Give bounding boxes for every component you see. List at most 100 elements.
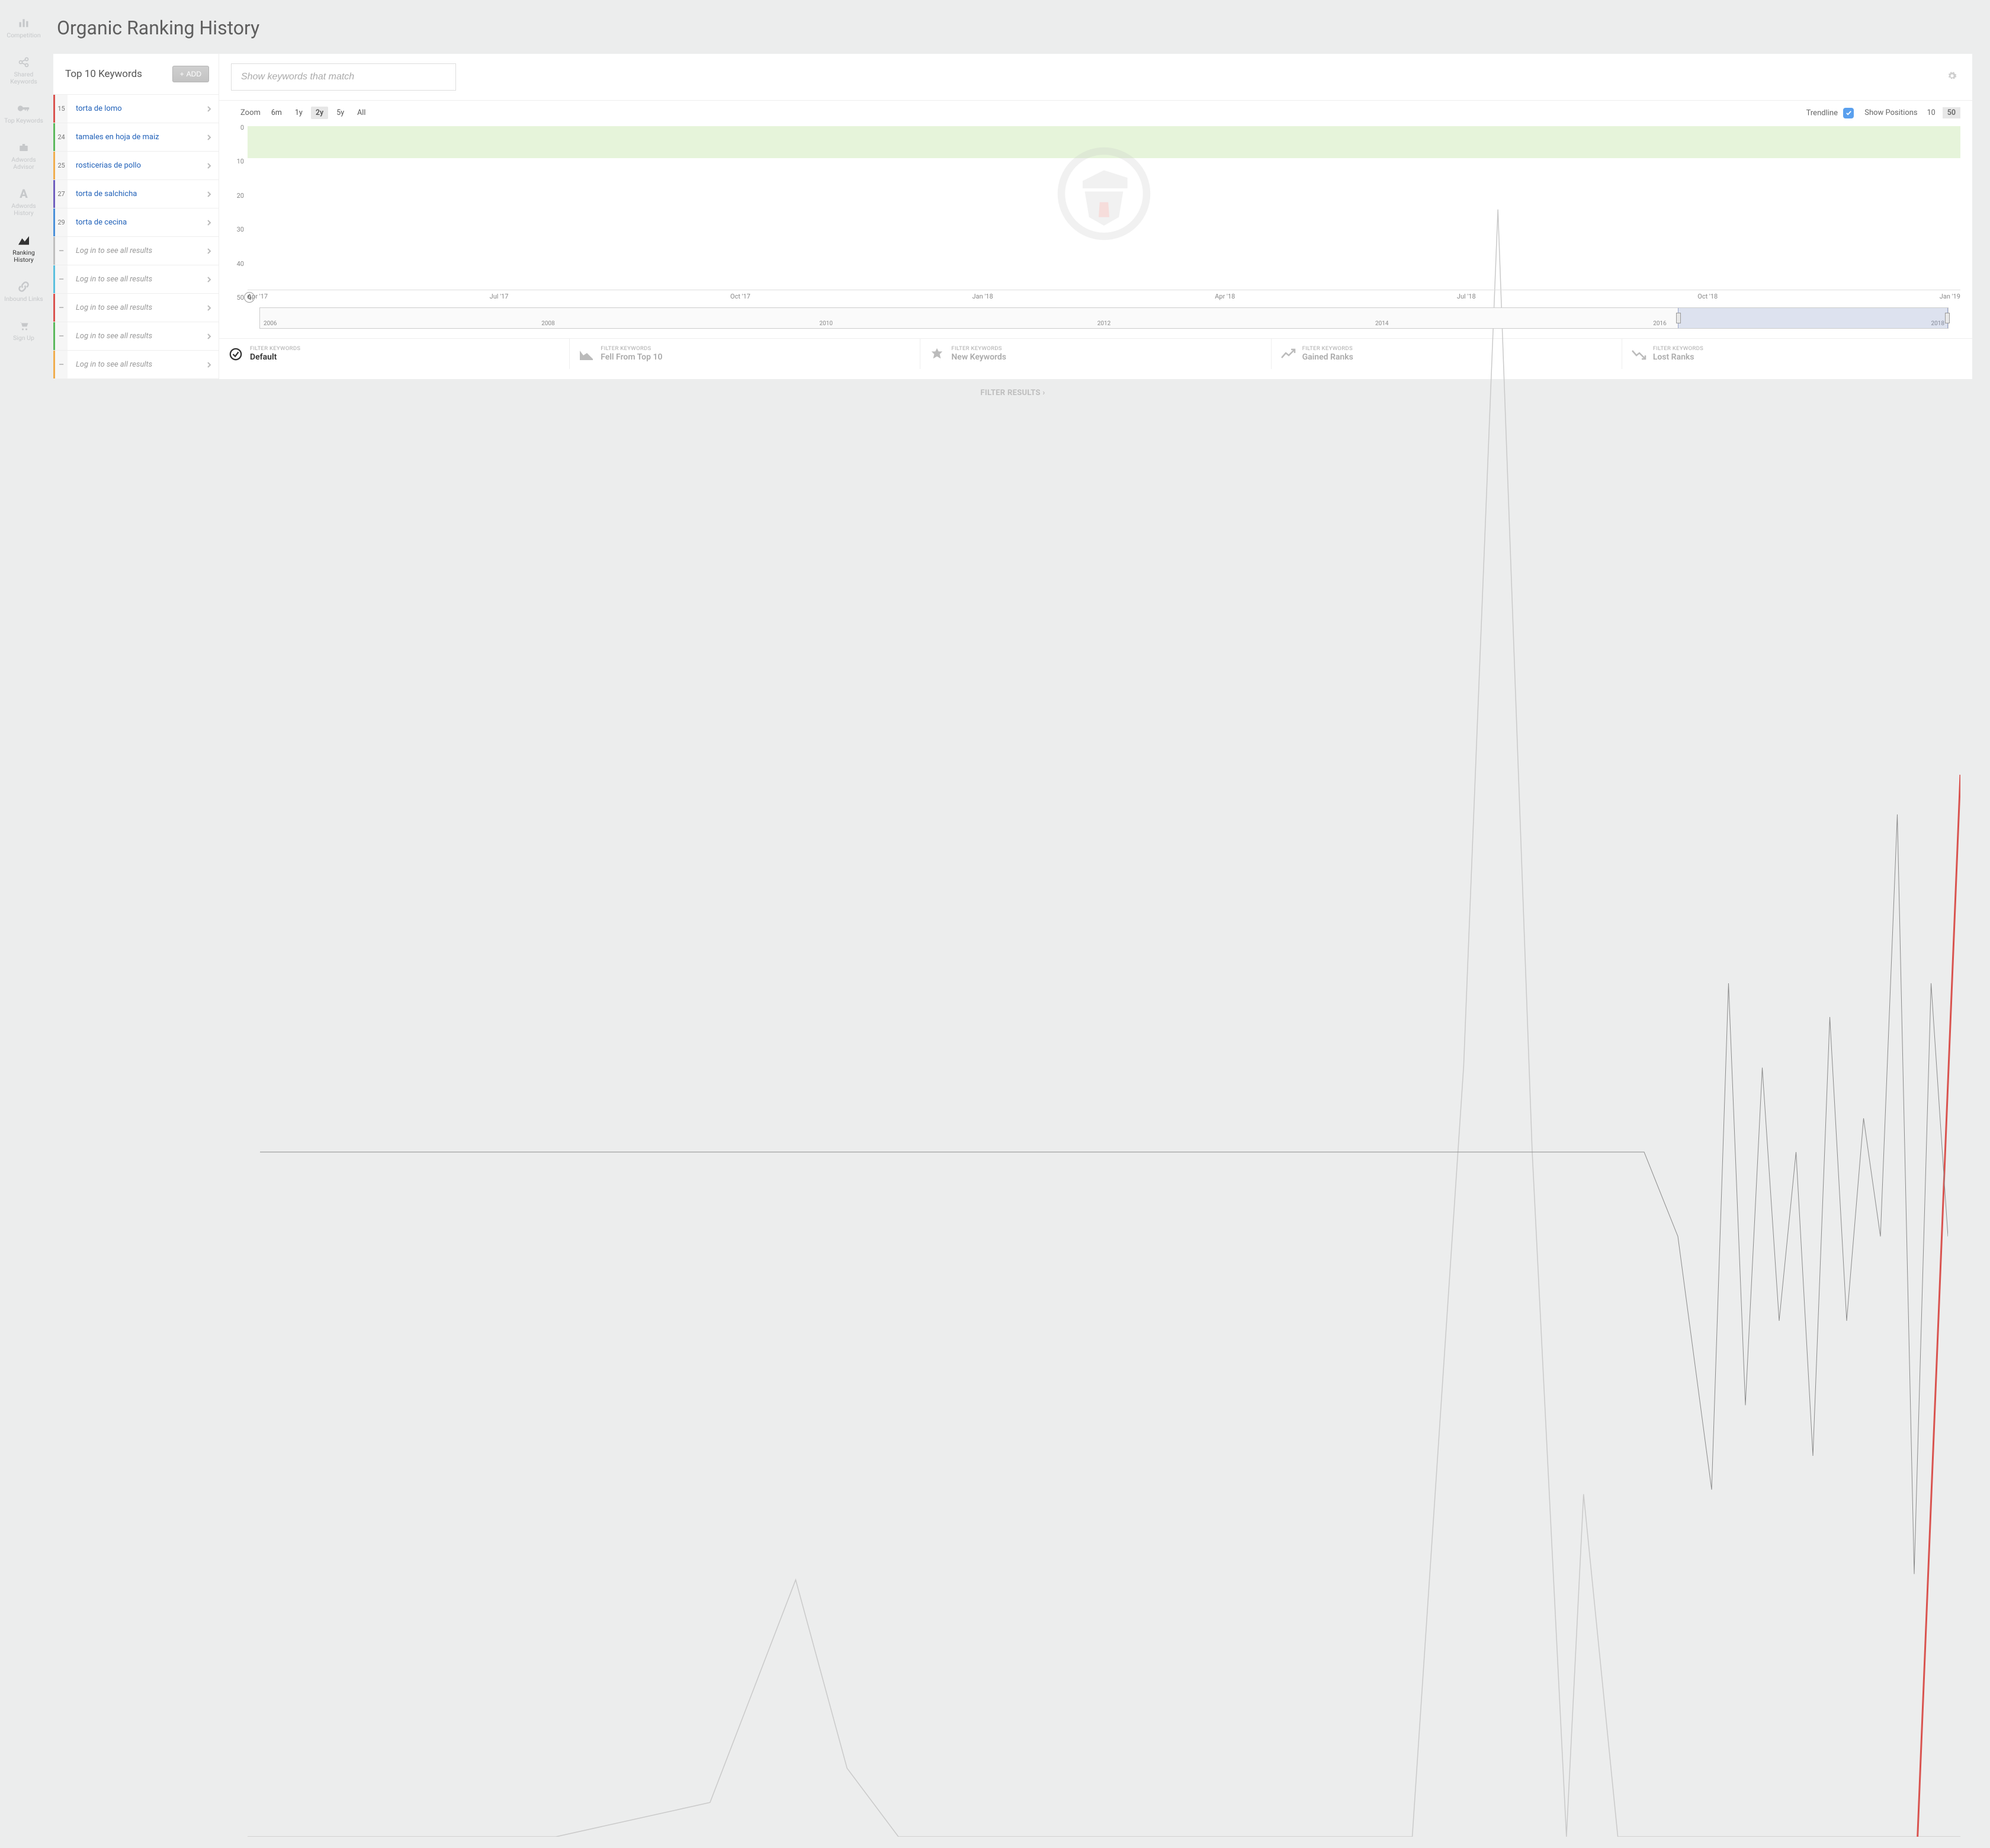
briefcase-icon bbox=[18, 141, 30, 154]
nav-label: Competition bbox=[7, 32, 40, 39]
nav-label: Adwords Advisor bbox=[3, 156, 44, 171]
keyword-label: torta de cecina bbox=[68, 218, 200, 227]
ranking-icon bbox=[17, 234, 30, 247]
nav-label: Sign Up bbox=[13, 335, 34, 342]
keyword-label: torta de lomo bbox=[68, 104, 200, 113]
y-tick: 30 bbox=[231, 226, 244, 233]
A-icon: A bbox=[20, 187, 28, 200]
keyword-row[interactable]: —Log in to see all results bbox=[53, 294, 219, 322]
nav-item-sign-up[interactable]: Sign Up bbox=[3, 319, 44, 342]
keyword-rank: 27 bbox=[53, 180, 68, 208]
add-keyword-button[interactable]: + ADD bbox=[172, 66, 209, 82]
trendline-group: Trendline bbox=[1806, 108, 1854, 118]
shared-icon bbox=[18, 56, 30, 69]
nav-item-competition[interactable]: Competition bbox=[3, 17, 44, 39]
x-tick: Apr '17 bbox=[248, 293, 268, 301]
keyword-row[interactable]: 29torta de cecina bbox=[53, 208, 219, 237]
keyword-label: tamales en hoja de maiz bbox=[68, 133, 200, 142]
keyword-label: Log in to see all results bbox=[68, 246, 200, 255]
check-icon bbox=[227, 348, 244, 361]
nav-label: Top Keywords bbox=[4, 117, 43, 124]
x-tick: Jan '18 bbox=[972, 293, 993, 301]
y-tick: 20 bbox=[231, 192, 244, 200]
show-positions-label: Show Positions bbox=[1864, 108, 1917, 117]
x-tick: Apr '18 bbox=[1215, 293, 1235, 301]
keyword-label: Log in to see all results bbox=[68, 360, 200, 369]
position-option-10[interactable]: 10 bbox=[1922, 107, 1940, 118]
keyword-row[interactable]: —Log in to see all results bbox=[53, 265, 219, 294]
nav-item-ranking-history[interactable]: Ranking History bbox=[3, 234, 44, 264]
page-title: Organic Ranking History bbox=[57, 17, 1972, 39]
zoom-option-6m[interactable]: 6m bbox=[267, 107, 287, 119]
keyword-section-title: Top 10 Keywords bbox=[65, 68, 142, 80]
content-panel: Top 10 Keywords + ADD 15torta de lomo24t… bbox=[53, 53, 1972, 379]
navigator-year: 2012 bbox=[1097, 320, 1110, 327]
gear-icon[interactable] bbox=[1944, 68, 1960, 86]
sidebar: Competition Shared Keywords Top Keywords Ad… bbox=[0, 0, 47, 924]
keyword-row[interactable]: 24tamales en hoja de maiz bbox=[53, 123, 219, 152]
keyword-label: Log in to see all results bbox=[68, 332, 200, 341]
keyword-rank: — bbox=[53, 351, 68, 378]
nav-item-top-keywords[interactable]: Top Keywords bbox=[3, 102, 44, 124]
main-column: Organic Ranking History Top 10 Keywords … bbox=[47, 0, 1990, 924]
nav-label: Shared Keywords bbox=[3, 71, 44, 85]
plus-icon: + bbox=[180, 70, 184, 78]
y-tick: 40 bbox=[231, 260, 244, 268]
y-tick: 10 bbox=[231, 158, 244, 165]
nav-item-adwords-advisor[interactable]: Adwords Advisor bbox=[3, 141, 44, 171]
navigator-year: 2006 bbox=[264, 320, 277, 327]
zoom-option-5y[interactable]: 5y bbox=[332, 107, 349, 119]
y-tick: 50 bbox=[231, 294, 244, 301]
link-icon bbox=[18, 280, 30, 293]
keyword-list: 15torta de lomo24tamales en hoja de maiz… bbox=[53, 95, 219, 379]
chevron-right-icon bbox=[200, 191, 219, 198]
chart-navigator[interactable]: 2006200820102012201420162018 bbox=[259, 307, 1949, 329]
chevron-right-icon bbox=[200, 134, 219, 141]
nav-label: Ranking History bbox=[3, 249, 44, 264]
keyword-rank: 29 bbox=[53, 208, 68, 236]
navigator-handle-right[interactable] bbox=[1945, 313, 1950, 323]
keyword-row[interactable]: 25rosticerias de pollo bbox=[53, 152, 219, 180]
keyword-rank: — bbox=[53, 237, 68, 265]
x-tick: Oct '18 bbox=[1697, 293, 1718, 301]
keyword-row[interactable]: 27torta de salchicha bbox=[53, 180, 219, 208]
nav-item-inbound-links[interactable]: Inbound Links bbox=[3, 280, 44, 303]
chart-body: 01020304050 Q Apr '17Jul '17Oct '17J bbox=[219, 124, 1972, 329]
chart-plot[interactable]: 01020304050 Q Apr '17Jul '17Oct '17J bbox=[248, 124, 1960, 301]
navigator-year: 2014 bbox=[1375, 320, 1388, 327]
chart-x-axis: Apr '17Jul '17Oct '17Jan '18Apr '18Jul '… bbox=[248, 290, 1960, 301]
navigator-handle-left[interactable] bbox=[1676, 313, 1681, 323]
chart-header bbox=[219, 54, 1972, 101]
chevron-right-icon bbox=[200, 162, 219, 169]
nav-item-adwords-history[interactable]: AAdwords History bbox=[3, 187, 44, 217]
navigator-selection[interactable] bbox=[1678, 308, 1948, 328]
zoom-option-2y[interactable]: 2y bbox=[311, 107, 328, 119]
keyword-row[interactable]: —Log in to see all results bbox=[53, 237, 219, 265]
chevron-right-icon bbox=[200, 333, 219, 340]
keyword-label: Log in to see all results bbox=[68, 303, 200, 312]
chevron-right-icon bbox=[200, 361, 219, 368]
zoom-label: Zoom bbox=[240, 108, 261, 117]
cart-icon bbox=[18, 319, 30, 332]
keyword-search-input[interactable] bbox=[231, 63, 456, 91]
nav-item-shared-keywords[interactable]: Shared Keywords bbox=[3, 56, 44, 85]
trendline-toggle[interactable] bbox=[1843, 108, 1854, 118]
keyword-row[interactable]: —Log in to see all results bbox=[53, 322, 219, 351]
chart-y-axis: 0 10 20 30 40 50 bbox=[231, 124, 248, 301]
add-label: ADD bbox=[187, 70, 201, 78]
keyword-label: rosticerias de pollo bbox=[68, 161, 200, 170]
chevron-right-icon bbox=[200, 105, 219, 113]
chevron-right-icon bbox=[200, 276, 219, 283]
keyword-row[interactable]: —Log in to see all results bbox=[53, 351, 219, 379]
chart-toolbar: Zoom 6m1y 2y 5yAll Trendline Show Position… bbox=[219, 101, 1972, 124]
keyword-rank: — bbox=[53, 294, 68, 322]
competition-icon bbox=[17, 17, 30, 30]
keyword-rank: 25 bbox=[53, 152, 68, 179]
y-tick: 0 bbox=[231, 124, 244, 131]
position-option-50[interactable]: 50 bbox=[1943, 107, 1960, 118]
zoom-option-all[interactable]: All bbox=[352, 107, 370, 119]
keyword-row[interactable]: 15torta de lomo bbox=[53, 95, 219, 123]
keyword-header: Top 10 Keywords + ADD bbox=[53, 54, 219, 95]
zoom-option-1y[interactable]: 1y bbox=[290, 107, 307, 119]
position-options: 1050 bbox=[1922, 107, 1960, 118]
